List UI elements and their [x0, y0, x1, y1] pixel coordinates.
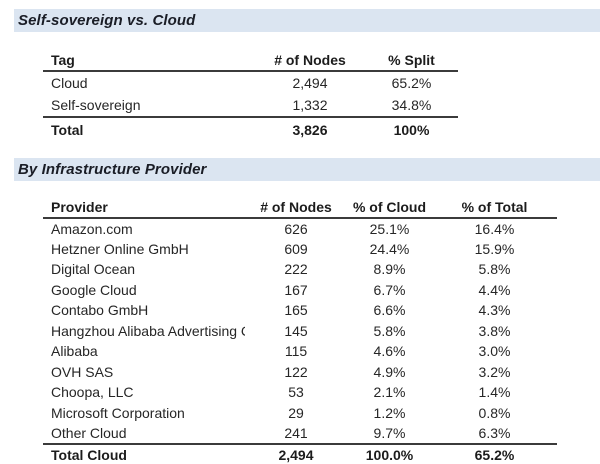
- pct-of-cloud-cell: 6.6%: [373, 302, 406, 319]
- nodes-count-cell: 241: [284, 424, 308, 441]
- provider-name-cell: Alibaba: [51, 343, 98, 360]
- nodes-count-cell: 122: [284, 363, 308, 380]
- pct-of-total-cell: 4.4%: [478, 281, 511, 298]
- provider-name-cell: Hetzner Online GmbH: [51, 240, 189, 257]
- provider-table: Provider # of Nodes % of Cloud % of Tota…: [43, 197, 557, 464]
- split-percent-cell: 65.2%: [391, 75, 432, 91]
- pct-of-cloud-cell: 5.8%: [373, 322, 406, 339]
- column-header-nodes: # of Nodes: [255, 50, 365, 72]
- pct-of-total-cell: 0.8%: [478, 404, 511, 421]
- column-header-nodes: # of Nodes: [245, 197, 347, 219]
- pct-of-total-cell: 6.3%: [478, 424, 511, 441]
- pct-of-cloud-cell: 4.9%: [373, 363, 406, 380]
- total-nodes: 2,494: [245, 442, 347, 464]
- provider-name-cell: Google Cloud: [51, 281, 137, 298]
- pct-of-cloud-cell: 24.4%: [369, 240, 410, 257]
- pct-of-cloud-cell: 1.2%: [373, 404, 406, 421]
- pct-of-total-cell: 3.8%: [478, 322, 511, 339]
- table-row: Choopa, LLC 53 2.1% 1.4%: [43, 382, 557, 403]
- total-pct-of-cloud: 100.0%: [347, 442, 432, 464]
- pct-of-total-cell: 3.2%: [478, 363, 511, 380]
- provider-name-cell: OVH SAS: [51, 363, 114, 380]
- table-row: Contabo GmbH 165 6.6% 4.3%: [43, 300, 557, 321]
- tag-cell: Self-sovereign: [43, 94, 255, 118]
- table-row: Amazon.com 626 25.1% 16.4%: [43, 218, 557, 239]
- section-header-self-sovereign-vs-cloud: Self-sovereign vs. Cloud: [14, 9, 600, 32]
- nodes-count-cell: 609: [284, 240, 308, 257]
- pct-of-cloud-cell: 25.1%: [369, 220, 410, 237]
- table-row: Other Cloud 241 9.7% 6.3%: [43, 423, 557, 444]
- provider-name-cell: Hangzhou Alibaba Advertising C: [51, 322, 245, 339]
- table-row: Hetzner Online GmbH 609 24.4% 15.9%: [43, 239, 557, 260]
- provider-name-cell: Amazon.com: [51, 220, 133, 237]
- column-header-split: % Split: [365, 50, 458, 72]
- section-header-by-infrastructure-provider: By Infrastructure Provider: [14, 158, 600, 181]
- column-header-provider: Provider: [43, 197, 245, 219]
- provider-name-cell: Digital Ocean: [51, 261, 136, 278]
- section-title: Self-sovereign vs. Cloud: [18, 12, 196, 29]
- table-row: Google Cloud 167 6.7% 4.4%: [43, 280, 557, 301]
- provider-name-cell: Other Cloud: [51, 424, 127, 441]
- pct-of-total-cell: 15.9%: [474, 240, 515, 257]
- pct-of-total-cell: 16.4%: [474, 220, 515, 237]
- total-pct-of-total: 65.2%: [432, 442, 557, 464]
- table-header-row: Tag # of Nodes % Split: [43, 50, 458, 72]
- pct-of-cloud-cell: 9.7%: [373, 424, 406, 441]
- tag-cell: Cloud: [51, 75, 88, 91]
- table-row: OVH SAS 122 4.9% 3.2%: [43, 362, 557, 383]
- table-row: Microsoft Corporation 29 1.2% 0.8%: [43, 403, 557, 424]
- pct-of-total-cell: 4.3%: [478, 302, 511, 319]
- pct-of-cloud-cell: 2.1%: [373, 384, 406, 401]
- nodes-count-cell: 29: [288, 404, 304, 421]
- nodes-count-cell: 626: [284, 220, 308, 237]
- provider-name-cell: Microsoft Corporation: [51, 404, 185, 421]
- nodes-count-cell: 115: [284, 343, 308, 360]
- pct-of-cloud-cell: 4.6%: [373, 343, 406, 360]
- pct-of-total-cell: 5.8%: [478, 261, 511, 278]
- total-label: Total Cloud: [43, 442, 245, 464]
- nodes-count-cell: 145: [284, 322, 308, 339]
- column-header-pct-of-cloud: % of Cloud: [347, 197, 432, 219]
- tag-summary-table: Tag # of Nodes % Split Cloud 2,494 65.2%…: [43, 50, 458, 141]
- pct-of-total-cell: 1.4%: [478, 384, 511, 401]
- total-row: Total Cloud 2,494 100.0% 65.2%: [43, 442, 557, 464]
- provider-name-cell: Choopa, LLC: [51, 384, 134, 401]
- table-header-row: Provider # of Nodes % of Cloud % of Tota…: [43, 197, 557, 219]
- pct-of-cloud-cell: 8.9%: [373, 261, 406, 278]
- nodes-count-cell: 2,494: [292, 75, 328, 91]
- table-row: Digital Ocean 222 8.9% 5.8%: [43, 259, 557, 280]
- nodes-count-cell: 1,332: [255, 94, 365, 118]
- provider-name-cell: Contabo GmbH: [51, 302, 149, 319]
- total-split: 100%: [393, 121, 430, 138]
- split-percent-cell: 34.8%: [365, 94, 458, 118]
- nodes-count-cell: 165: [284, 302, 308, 319]
- nodes-count-cell: 167: [284, 281, 308, 298]
- table-row: Hangzhou Alibaba Advertising C 145 5.8% …: [43, 321, 557, 342]
- pct-of-total-cell: 3.0%: [478, 343, 511, 360]
- table-row: Cloud 2,494 65.2%: [43, 71, 458, 94]
- table-row: Alibaba 115 4.6% 3.0%: [43, 341, 557, 362]
- section-title: By Infrastructure Provider: [18, 161, 207, 178]
- pct-of-cloud-cell: 6.7%: [373, 281, 406, 298]
- total-nodes: 3,826: [292, 121, 328, 138]
- total-row: Total 3,826 100%: [43, 117, 458, 141]
- nodes-count-cell: 53: [288, 384, 304, 401]
- total-label: Total: [51, 121, 84, 138]
- nodes-count-cell: 222: [284, 261, 308, 278]
- table-row: Self-sovereign 1,332 34.8%: [43, 94, 458, 118]
- report-page: Self-sovereign vs. Cloud Tag # of Nodes …: [0, 9, 600, 464]
- column-header-tag: Tag: [43, 50, 255, 72]
- column-header-pct-of-total: % of Total: [432, 197, 557, 219]
